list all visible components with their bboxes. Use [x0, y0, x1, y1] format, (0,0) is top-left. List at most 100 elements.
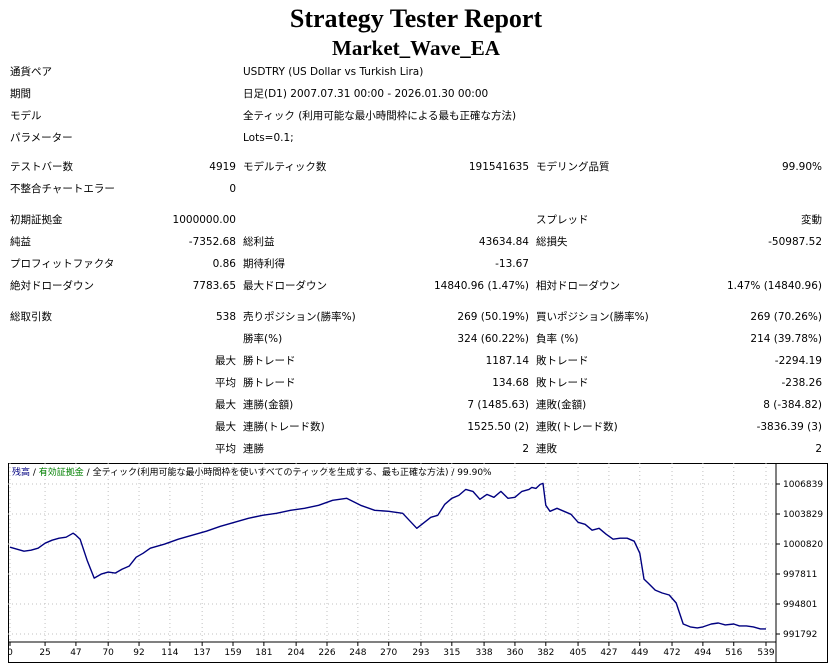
x-tick-label: 315	[443, 648, 460, 658]
short-positions-label: 売りポジション(勝率%)	[243, 311, 356, 323]
max-consecutive-losses-label: 連敗(金額)	[536, 399, 587, 411]
pair-label: 通貨ペア	[10, 66, 52, 78]
expected-payoff-value: -13.67	[495, 258, 529, 270]
absolute-drawdown-value: 7783.65	[192, 280, 236, 292]
x-tick-label: 70	[102, 648, 114, 658]
bars-label: テストバー数	[10, 161, 73, 173]
ticks-value: 191541635	[468, 161, 529, 173]
expected-payoff-label: 期待利得	[243, 258, 285, 270]
chart-legend: 残高 / 有効証拠金 / 全ティック(利用可能な最小時間枠を使いすべてのティック…	[12, 466, 492, 478]
avg-loss-label: 敗トレード	[536, 377, 589, 389]
x-tick-label: 405	[569, 648, 586, 658]
x-tick-label: 204	[288, 648, 305, 658]
gross-profit-label: 総利益	[243, 236, 275, 248]
x-tick-label: 293	[412, 648, 429, 658]
max-consecutive-wins-label: 連勝(金額)	[243, 399, 294, 411]
x-tick-label: 226	[318, 648, 335, 658]
deposit-value: 1000000.00	[172, 214, 236, 226]
legend-separator: /	[84, 468, 93, 478]
x-tick-label: 449	[631, 648, 648, 658]
legend-separator: /	[449, 468, 458, 478]
gross-profit-value: 43634.84	[478, 236, 529, 248]
avg-label: 平均	[215, 443, 236, 455]
x-tick-label: 494	[694, 648, 711, 658]
max-consecutive-losses-value: 8 (-384.82)	[763, 399, 822, 411]
long-positions-value: 269 (70.26%)	[750, 311, 822, 323]
ticks-label: モデルティック数	[243, 161, 327, 173]
x-tick-label: 427	[600, 648, 617, 658]
max-drawdown-value: 14840.96 (1.47%)	[434, 280, 529, 292]
net-profit-label: 純益	[10, 236, 31, 248]
report-title: Strategy Tester Report	[289, 4, 543, 33]
avg-win-value: 134.68	[492, 377, 529, 389]
y-tick-label: 1003829	[783, 510, 823, 520]
relative-drawdown-label: 相対ドローダウン	[536, 280, 620, 292]
avg-consecutive-losses-value: 2	[815, 443, 822, 455]
max-consecutive-loss-label: 連敗(トレード数)	[536, 421, 618, 433]
chart-grid	[8, 463, 776, 642]
largest-win-value: 1187.14	[485, 355, 529, 367]
legend-quality: 99.90%	[457, 468, 492, 478]
profit-factor-label: プロフィットファクタ	[10, 258, 115, 270]
pair-value: USDTRY (US Dollar vs Turkish Lira)	[243, 66, 424, 78]
x-tick-label: 472	[663, 648, 680, 658]
avg-label: 平均	[215, 377, 236, 389]
period-value: 日足(D1) 2007.07.31 00:00 - 2026.01.30 00:…	[243, 88, 489, 100]
quality-value: 99.90%	[781, 161, 822, 173]
max-label: 最大	[215, 355, 236, 367]
x-tick-label: 338	[475, 648, 492, 658]
deposit-label: 初期証拠金	[10, 214, 63, 226]
short-positions-value: 269 (50.19%)	[457, 311, 529, 323]
x-tick-label: 516	[725, 648, 742, 658]
avg-consecutive-wins-label: 連勝	[243, 443, 264, 455]
x-tick-label: 181	[255, 648, 272, 658]
model-value: 全ティック (利用可能な最小時間枠による最も正確な方法)	[243, 110, 517, 122]
relative-drawdown-value: 1.47% (14840.96)	[727, 280, 822, 292]
legend-model: 全ティック(利用可能な最小時間枠を使いすべてのティックを生成する、最も正確な方法…	[93, 466, 449, 478]
legend-equity: 有効証拠金	[39, 466, 84, 478]
max-consecutive-profit-value: 1525.50 (2)	[467, 421, 529, 433]
max-consecutive-wins-value: 7 (1485.63)	[467, 399, 529, 411]
spread-value: 変動	[801, 214, 822, 226]
params-value: Lots=0.1;	[243, 132, 294, 144]
x-tick-label: 47	[70, 648, 81, 658]
win-rate-label: 勝率(%)	[243, 333, 283, 345]
legend-separator: /	[30, 468, 39, 478]
max-drawdown-label: 最大ドローダウン	[243, 280, 327, 292]
x-tick-label: 114	[161, 648, 178, 658]
y-tick-label: 997811	[783, 570, 817, 580]
avg-consecutive-losses-label: 連敗	[536, 443, 557, 455]
x-tick-label: 382	[537, 648, 554, 658]
net-profit-value: -7352.68	[188, 236, 236, 248]
y-tick-label: 1000820	[783, 540, 823, 550]
x-tick-labels: 0 25 47 70 92 114 137 159 181 204 226 248 270 293 315 3…	[8, 642, 775, 658]
y-tick-label: 991792	[783, 630, 817, 640]
loss-rate-value: 214 (39.78%)	[750, 333, 822, 345]
max-label: 最大	[215, 421, 236, 433]
x-tick-label: 137	[194, 648, 211, 658]
y-tick-label: 994801	[783, 600, 817, 610]
x-tick-label: 92	[133, 648, 144, 658]
largest-win-label: 勝トレード	[243, 355, 296, 367]
legend-balance: 残高	[12, 466, 30, 478]
y-tick-label: 1006839	[783, 480, 823, 490]
avg-win-label: 勝トレード	[243, 377, 296, 389]
win-rate-value: 324 (60.22%)	[457, 333, 529, 345]
total-trades-label: 総取引数	[10, 311, 52, 323]
loss-rate-label: 負率 (%)	[536, 333, 579, 345]
chart-frame	[8, 463, 828, 663]
ea-name: Market_Wave_EA	[332, 36, 500, 60]
total-trades-value: 538	[215, 311, 236, 323]
bars-value: 4919	[209, 161, 236, 173]
x-tick-label: 159	[224, 648, 241, 658]
avg-consecutive-wins-value: 2	[522, 443, 529, 455]
long-positions-label: 買いポジション(勝率%)	[536, 311, 649, 323]
profit-factor-value: 0.86	[212, 258, 236, 270]
x-tick-label: 25	[39, 648, 50, 658]
y-tick-labels: 1006839 1003829 1000820 997811 994801 991792	[776, 480, 823, 640]
max-consecutive-loss-value: -3836.39 (3)	[756, 421, 822, 433]
largest-loss-label: 敗トレード	[536, 355, 589, 367]
largest-loss-value: -2294.19	[774, 355, 822, 367]
absolute-drawdown-label: 絶対ドローダウン	[10, 280, 94, 292]
errors-value: 0	[229, 183, 236, 195]
